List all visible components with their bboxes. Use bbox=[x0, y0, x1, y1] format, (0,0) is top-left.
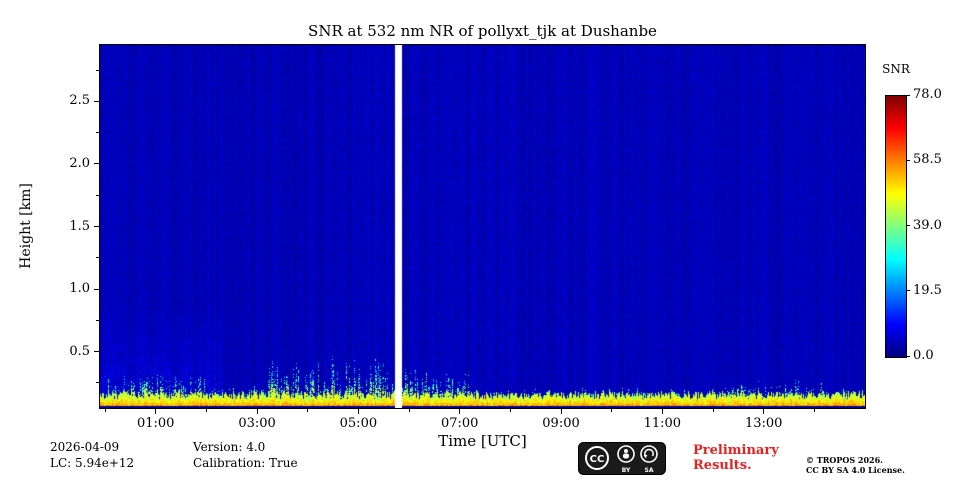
colorbar bbox=[885, 95, 907, 358]
colorbar-tick bbox=[906, 290, 910, 292]
y-tick bbox=[94, 100, 99, 102]
preliminary-results-note: Preliminary Results. bbox=[693, 443, 779, 473]
y-tick-label: 1.5 bbox=[69, 218, 90, 234]
x-tick-label: 01:00 bbox=[136, 416, 175, 431]
x-tick-label: 11:00 bbox=[643, 416, 682, 431]
x-tick-label: 03:00 bbox=[238, 416, 276, 431]
x-tick bbox=[459, 409, 461, 414]
heatmap-canvas bbox=[100, 45, 865, 408]
y-minor-tick bbox=[96, 69, 99, 71]
colorbar-tick-label: 0.0 bbox=[913, 348, 934, 363]
colorbar-tick bbox=[906, 355, 910, 357]
x-minor-tick bbox=[104, 409, 106, 412]
y-minor-tick bbox=[96, 382, 99, 384]
y-tick-label: 2.5 bbox=[69, 93, 90, 109]
sa-label: SA bbox=[645, 467, 654, 474]
colorbar-tick bbox=[906, 159, 910, 161]
y-tick bbox=[94, 163, 99, 165]
colorbar-tick bbox=[906, 225, 910, 226]
x-tick bbox=[763, 409, 765, 414]
sa-icon: SA bbox=[640, 445, 658, 474]
x-minor-tick bbox=[611, 409, 613, 412]
y-minor-tick bbox=[96, 132, 99, 134]
copyright-line2: CC BY SA 4.0 License. bbox=[806, 465, 905, 475]
x-minor-tick bbox=[307, 409, 309, 412]
heatmap-plot bbox=[99, 44, 866, 409]
y-minor-tick bbox=[96, 319, 99, 321]
x-tick bbox=[256, 409, 258, 414]
x-tick bbox=[155, 409, 157, 414]
x-tick bbox=[357, 409, 359, 414]
colorbar-tick bbox=[906, 94, 910, 96]
x-tick bbox=[661, 409, 663, 414]
x-tick-label: 13:00 bbox=[744, 416, 783, 431]
cc-license-badge: CC BY SA bbox=[578, 442, 666, 475]
x-tick bbox=[560, 409, 562, 414]
y-tick bbox=[94, 226, 99, 227]
x-axis-label: Time [UTC] bbox=[438, 432, 527, 450]
colorbar-tick-label: 78.0 bbox=[913, 87, 942, 102]
by-label: BY bbox=[622, 467, 631, 474]
y-tick-label: 0.5 bbox=[69, 343, 90, 359]
footer-lidar-constant: LC: 5.94e+12 bbox=[50, 456, 135, 470]
x-minor-tick bbox=[509, 409, 511, 412]
x-tick-label: 07:00 bbox=[440, 416, 479, 431]
x-minor-tick bbox=[408, 409, 410, 412]
y-tick bbox=[94, 351, 99, 353]
y-tick-label: 2.0 bbox=[69, 155, 90, 171]
y-tick bbox=[94, 288, 99, 290]
colorbar-title: SNR bbox=[882, 62, 910, 76]
colorbar-tick-label: 39.0 bbox=[913, 217, 942, 233]
cc-icon-text: CC bbox=[590, 454, 605, 465]
footer-calibration: Calibration: True bbox=[193, 456, 298, 470]
x-tick-label: 05:00 bbox=[339, 416, 378, 431]
x-minor-tick bbox=[205, 409, 207, 412]
copyright-line1: © TROPOS 2026. bbox=[806, 455, 883, 465]
footer-version: Version: 4.0 bbox=[193, 440, 266, 454]
cc-badge-background bbox=[578, 442, 666, 475]
x-tick-label: 09:00 bbox=[542, 416, 580, 431]
x-minor-tick bbox=[813, 409, 815, 412]
cc-icon bbox=[585, 446, 609, 470]
y-axis-label: Height [km] bbox=[18, 183, 34, 269]
y-tick-label: 1.0 bbox=[69, 281, 90, 297]
y-minor-tick bbox=[96, 194, 99, 196]
chart-title: SNR at 532 nm NR of pollyxt_tjk at Dusha… bbox=[308, 22, 657, 40]
by-icon: BY bbox=[617, 445, 635, 474]
x-minor-tick bbox=[712, 409, 714, 412]
colorbar-tick-label: 58.5 bbox=[913, 152, 942, 168]
y-minor-tick bbox=[96, 257, 99, 259]
copyright-note: © TROPOS 2026. CC BY SA 4.0 License. bbox=[806, 455, 926, 475]
colorbar-tick-label: 19.5 bbox=[913, 282, 942, 298]
footer-date: 2026-04-09 bbox=[50, 440, 120, 454]
